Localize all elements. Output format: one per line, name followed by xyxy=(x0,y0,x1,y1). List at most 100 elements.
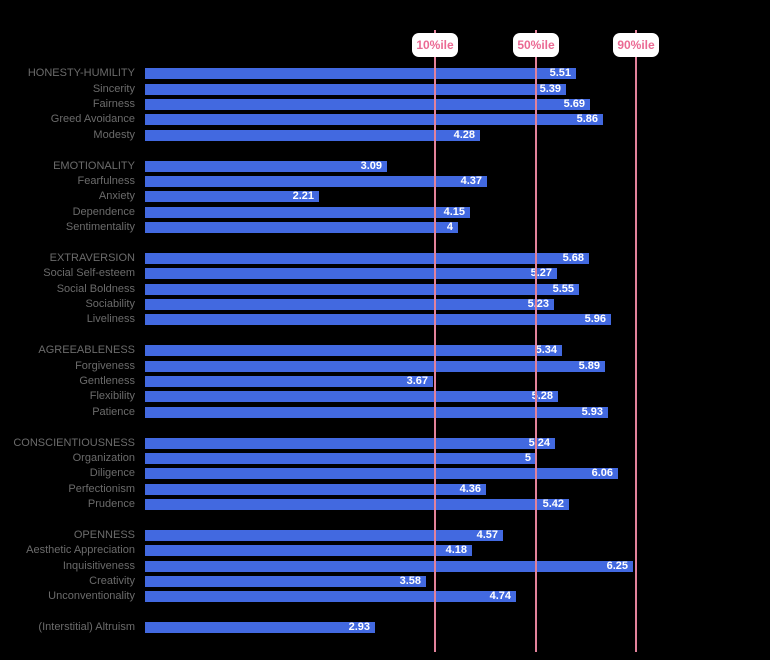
bar-track: 4.37 xyxy=(145,174,770,187)
bar-track: 5.23 xyxy=(145,298,770,311)
trait-label: Sentimentality xyxy=(65,221,135,234)
score-value-label: 4.57 xyxy=(476,528,498,541)
bar-track: 5.42 xyxy=(145,498,770,511)
group-gap xyxy=(0,328,770,343)
trait-label: OPENNESS xyxy=(73,528,135,541)
bar-track: 5.39 xyxy=(145,83,770,95)
score-bar: 5.28 xyxy=(145,391,558,403)
percentile-line xyxy=(434,30,436,652)
bar-track: 5.93 xyxy=(145,406,770,418)
trait-label: Perfectionism xyxy=(68,482,135,495)
score-value-label: 3.09 xyxy=(360,159,382,172)
trait-label: Fearfulness xyxy=(77,174,135,187)
bar-track: 3.09 xyxy=(145,159,770,172)
bar-track: 3.58 xyxy=(145,575,770,588)
trait-label: Anxiety xyxy=(98,190,135,203)
score-bar: 5.51 xyxy=(145,67,576,80)
table-row: Sentimentality 4 xyxy=(0,220,770,235)
bar-track: 4.15 xyxy=(145,206,770,218)
score-value-label: 5.55 xyxy=(552,282,574,295)
trait-label: Aesthetic Appreciation xyxy=(26,544,135,557)
bar-track: 2.21 xyxy=(145,190,770,203)
score-bar: 3.58 xyxy=(145,575,426,588)
table-row: Social Boldness 5.55 xyxy=(0,281,770,296)
table-row: Patience 5.93 xyxy=(0,405,770,420)
score-value-label: 4 xyxy=(446,221,453,234)
score-bar: 4 xyxy=(145,221,458,234)
score-value-label: 5.23 xyxy=(527,298,549,311)
score-value-label: 4.37 xyxy=(460,174,482,187)
score-value-label: 3.67 xyxy=(406,375,428,387)
bar-track: 5.55 xyxy=(145,282,770,295)
score-value-label: 5.51 xyxy=(549,67,571,80)
trait-label: Liveliness xyxy=(86,313,135,326)
score-bar: 5.24 xyxy=(145,437,555,449)
score-bar: 4.15 xyxy=(145,206,470,218)
score-value-label: 6.25 xyxy=(606,559,628,572)
bar-track: 5.89 xyxy=(145,359,770,372)
score-value-label: 2.21 xyxy=(292,190,314,203)
bar-track: 5.24 xyxy=(145,437,770,449)
trait-label: Sincerity xyxy=(92,82,135,95)
table-row: Unconventionality 4.74 xyxy=(0,589,770,604)
score-value-label: 2.93 xyxy=(348,621,370,634)
bar-track: 4.36 xyxy=(145,483,770,495)
table-row: Aesthetic Appreciation 4.18 xyxy=(0,543,770,558)
table-row: Creativity 3.58 xyxy=(0,574,770,589)
trait-label: Dependence xyxy=(72,205,135,218)
table-row: Gentleness 3.67 xyxy=(0,374,770,389)
bar-track: 4 xyxy=(145,221,770,234)
score-value-label: 4.74 xyxy=(489,590,511,603)
group-gap xyxy=(0,512,770,527)
table-row: Fairness 5.69 xyxy=(0,97,770,112)
score-bar: 5.89 xyxy=(145,359,605,372)
score-bar: 3.09 xyxy=(145,159,387,172)
trait-label: Inquisitiveness xyxy=(62,559,135,572)
score-bar: 6.25 xyxy=(145,559,633,572)
bar-track: 5.27 xyxy=(145,268,770,280)
bar-track: 4.18 xyxy=(145,544,770,557)
table-row: HONESTY-HUMILITY 5.51 xyxy=(0,66,770,81)
score-value-label: 5.42 xyxy=(542,498,564,511)
bar-track: 5.96 xyxy=(145,314,770,326)
score-bar: 5.39 xyxy=(145,83,566,95)
score-bar: 5.55 xyxy=(145,282,579,295)
trait-label: Sociability xyxy=(85,298,135,311)
percentile-line xyxy=(635,30,637,652)
score-value-label: 5 xyxy=(524,451,531,464)
table-row: Inquisitiveness 6.25 xyxy=(0,559,770,574)
score-bar: 6.06 xyxy=(145,468,618,480)
score-value-label: 5.68 xyxy=(562,251,584,264)
score-bar: 5.86 xyxy=(145,114,603,126)
score-bar: 5.69 xyxy=(145,98,590,110)
score-value-label: 4.18 xyxy=(445,544,467,557)
table-row: Social Self-esteem 5.27 xyxy=(0,266,770,281)
table-row: Dependence 4.15 xyxy=(0,205,770,220)
bar-track: 5.34 xyxy=(145,344,770,357)
table-row: Fearfulness 4.37 xyxy=(0,174,770,189)
trait-label: Creativity xyxy=(89,575,135,588)
table-row: Liveliness 5.96 xyxy=(0,312,770,327)
trait-label: Greed Avoidance xyxy=(50,113,135,126)
table-row: Sincerity 5.39 xyxy=(0,81,770,96)
bar-track: 5.86 xyxy=(145,114,770,126)
score-bar: 2.21 xyxy=(145,190,319,203)
table-row: Organization 5 xyxy=(0,451,770,466)
score-bar: 4.37 xyxy=(145,174,487,187)
trait-label: EMOTIONALITY xyxy=(53,159,135,172)
bar-track: 5.51 xyxy=(145,67,770,80)
score-value-label: 5.34 xyxy=(535,344,557,357)
bar-track: 3.67 xyxy=(145,376,770,387)
score-bar: 4.74 xyxy=(145,590,516,603)
table-row: OPENNESS 4.57 xyxy=(0,528,770,543)
score-bar: 4.57 xyxy=(145,528,503,541)
trait-label: Diligence xyxy=(89,467,135,480)
score-value-label: 5.89 xyxy=(578,359,600,372)
table-row: Greed Avoidance 5.86 xyxy=(0,112,770,127)
trait-label: Forgiveness xyxy=(75,359,135,372)
trait-label: EXTRAVERSION xyxy=(49,251,135,264)
bar-track: 6.25 xyxy=(145,559,770,572)
score-value-label: 3.58 xyxy=(399,575,421,588)
score-bar: 4.36 xyxy=(145,483,486,495)
